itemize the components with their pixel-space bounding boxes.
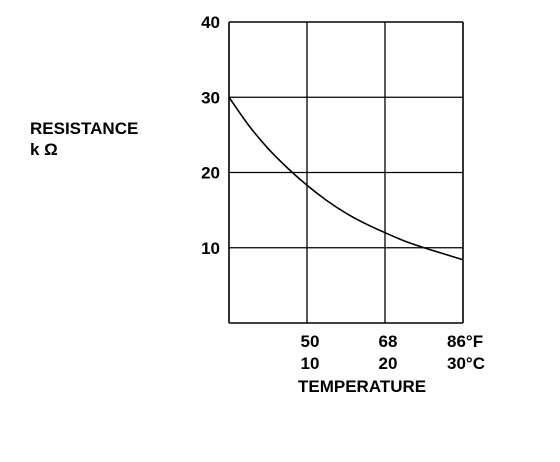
series-line [228, 96, 464, 261]
x-tick-label-celsius: 10 [301, 354, 320, 373]
y-tick-label: 20 [201, 164, 220, 183]
x-tick-label-celsius: 20 [379, 354, 398, 373]
x-tick-label-fahrenheit: 68 [379, 332, 398, 351]
grid [228, 21, 464, 324]
x-tick-label-celsius: 30°C [447, 354, 485, 373]
y-axis-unit: k Ω [30, 140, 58, 159]
y-tick-label: 30 [201, 88, 220, 107]
x-tick-labels: 50 10 68 20 86°F 30°C [301, 332, 485, 373]
x-tick-label-fahrenheit: 50 [301, 332, 320, 351]
y-axis-label: RESISTANCE [30, 119, 138, 138]
y-tick-label: 40 [201, 13, 220, 32]
y-tick-labels: 10 20 30 40 [201, 13, 220, 258]
x-axis-label: TEMPERATURE [298, 377, 426, 396]
x-tick-label-fahrenheit: 86°F [447, 332, 483, 351]
y-tick-label: 10 [201, 239, 220, 258]
